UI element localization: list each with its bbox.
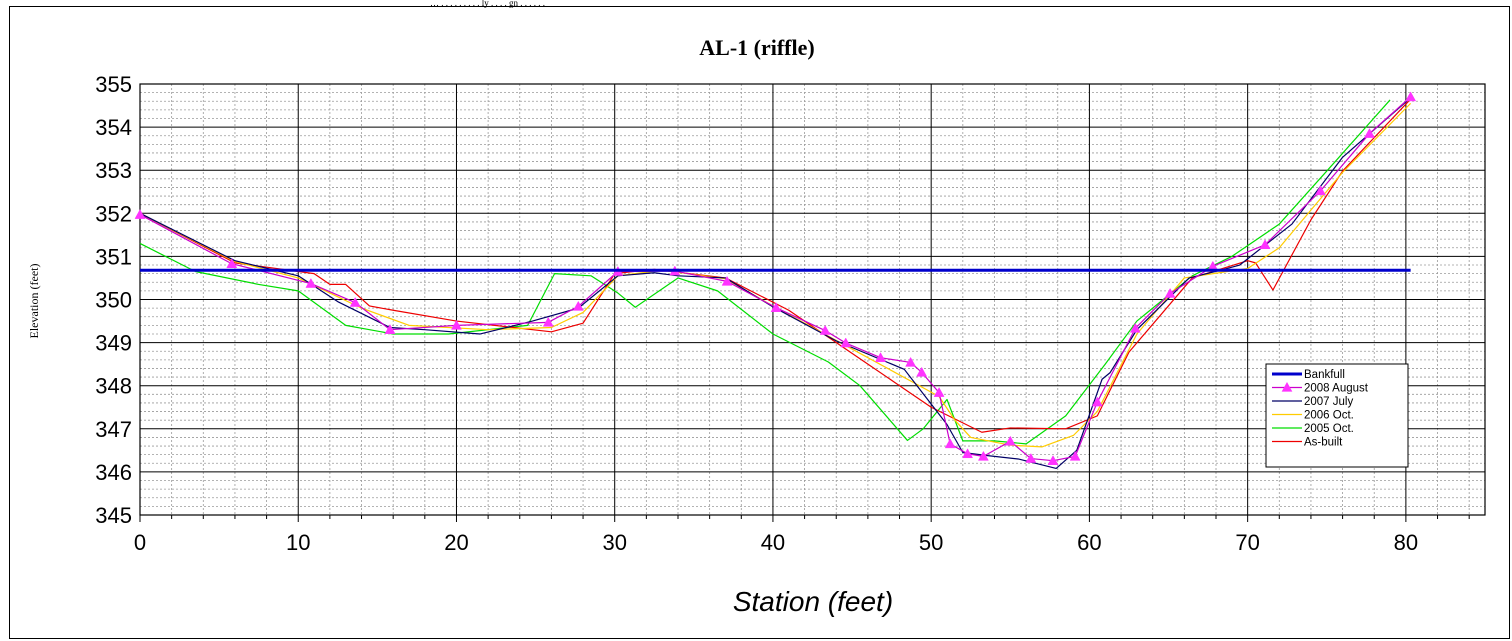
data-point-2008-august	[349, 297, 361, 307]
data-point-2008-august	[1091, 396, 1103, 407]
y-tick-label: 349	[95, 331, 132, 356]
y-tick-label: 348	[95, 374, 132, 399]
data-point-2008-august	[542, 316, 554, 327]
header-note: … . . . . . . . . . ly . . . . gn . . . …	[430, 0, 546, 8]
x-tick-label: 40	[761, 530, 785, 555]
y-tick-label: 355	[95, 72, 132, 97]
legend-label-2007-july: 2007 July	[1304, 396, 1353, 408]
y-tick-label: 351	[95, 244, 132, 269]
data-point-2008-august	[721, 275, 733, 286]
legend-box	[1265, 363, 1409, 468]
data-point-2008-august	[962, 448, 973, 459]
chart-frame	[9, 6, 1510, 639]
data-point-2008-august	[1047, 455, 1059, 465]
data-point-2008-august	[305, 278, 317, 288]
data-point-2008-august	[1129, 322, 1141, 333]
data-point-2008-august	[134, 209, 146, 219]
data-point-2008-august	[572, 300, 584, 311]
x-tick-label: 30	[602, 530, 626, 555]
data-point-2008-august	[905, 356, 917, 367]
legend-label-2006-oct: 2006 Oct.	[1304, 410, 1354, 422]
chart-title: AL-1 (riffle)	[699, 35, 814, 60]
data-point-2008-august	[1164, 287, 1176, 298]
data-point-2008-august	[840, 337, 852, 348]
series-line-2007-july	[139, 97, 1412, 470]
y-axis-label: Elevation (feet)	[27, 264, 41, 339]
data-point-2008-august	[875, 352, 886, 362]
y-tick-label: 352	[95, 201, 132, 226]
data-point-2008-august	[451, 319, 462, 330]
data-point-2008-august	[933, 387, 945, 397]
data-point-2008-august	[1069, 450, 1081, 461]
legend-marker-2008-august	[1281, 381, 1293, 392]
data-point-2008-august	[916, 366, 928, 377]
legend-label-2008-august: 2008 August	[1304, 383, 1369, 395]
data-point-2008-august	[819, 325, 831, 335]
x-tick-label: 20	[444, 530, 468, 555]
x-tick-label: 10	[286, 530, 310, 555]
y-tick-label: 353	[95, 158, 132, 183]
data-point-2008-august	[1315, 185, 1326, 196]
x-tick-label: 50	[919, 530, 943, 555]
x-tick-label: 80	[1394, 530, 1418, 555]
data-point-2008-august	[226, 258, 238, 268]
data-point-2008-august	[770, 302, 782, 312]
data-point-2008-august	[977, 450, 989, 461]
data-point-2008-august	[384, 324, 396, 334]
data-point-2008-august	[1364, 128, 1375, 138]
x-tick-label: 70	[1235, 530, 1259, 555]
plot-border	[139, 83, 1486, 516]
y-tick-label: 354	[95, 115, 132, 140]
legend-label-2005-oct: 2005 Oct.	[1304, 423, 1354, 435]
y-tick-label: 350	[95, 288, 132, 313]
legend-label-as-built: As-built	[1304, 437, 1343, 449]
x-tick-label: 60	[1077, 530, 1101, 555]
y-tick-label: 346	[95, 460, 132, 485]
legend-label-bankfull: Bankfull	[1304, 369, 1345, 381]
x-tick-label: 0	[134, 530, 146, 555]
y-tick-label: 347	[95, 417, 132, 442]
data-point-2008-august	[944, 438, 956, 449]
x-axis-label: Station (feet)	[733, 586, 893, 617]
y-tick-label: 345	[95, 503, 132, 528]
data-point-2008-august	[1004, 435, 1016, 446]
data-point-2008-august	[1259, 239, 1271, 250]
data-point-2008-august	[1405, 91, 1417, 102]
data-point-2008-august	[1025, 453, 1037, 463]
series-line-2005-oct	[139, 99, 1391, 445]
